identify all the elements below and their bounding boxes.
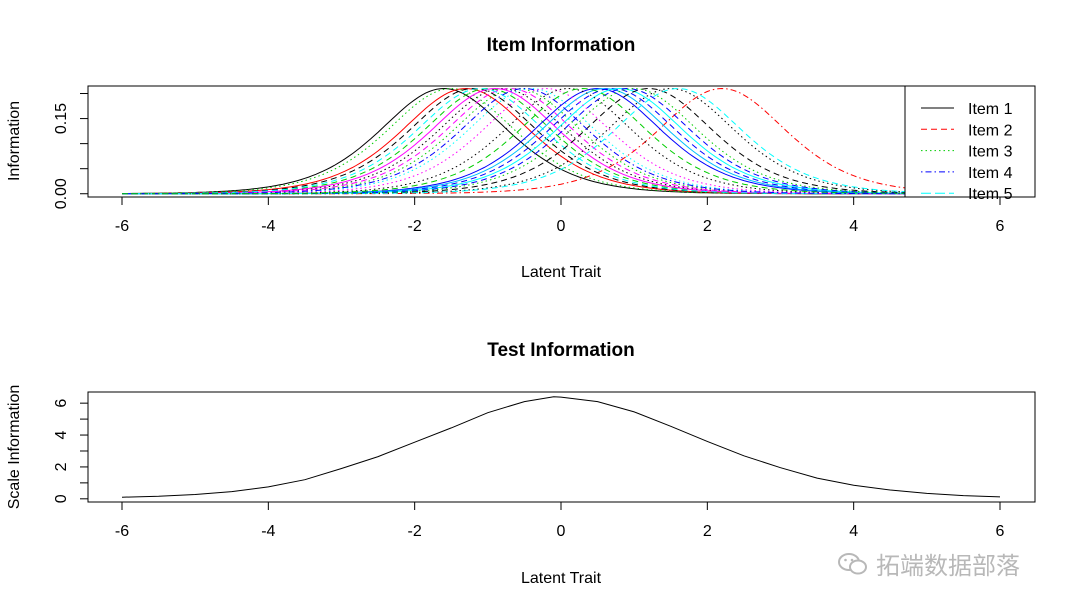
series-line	[122, 87, 905, 195]
legend-label: Item 5	[968, 186, 1013, 203]
series-line	[122, 87, 905, 195]
x-tick-label: -6	[115, 218, 129, 235]
series-line	[122, 87, 905, 195]
series-line	[122, 87, 905, 195]
x-tick-label: -2	[408, 523, 422, 540]
x-tick-label: -4	[261, 523, 275, 540]
series-line	[122, 87, 905, 195]
series-line	[122, 87, 905, 195]
chart-title: Test Information	[487, 340, 634, 361]
x-axis: -6 -4 -2 0 2 4 6	[115, 502, 1005, 540]
x-tick-label: -6	[115, 523, 129, 540]
y-tick-label: 0.00	[53, 178, 70, 209]
watermark-text: 拓端数据部落	[876, 552, 1020, 580]
x-tick-label: 0	[557, 523, 566, 540]
y-tick-label: 2	[53, 462, 70, 471]
series-line	[121, 396, 1001, 498]
series-line	[122, 87, 905, 195]
y-tick-label: 0	[53, 494, 70, 503]
series-line	[122, 87, 905, 195]
series-line	[122, 87, 905, 195]
legend-label: Item 1	[968, 101, 1013, 118]
legend-label: Item 2	[968, 122, 1013, 139]
series-line	[122, 87, 905, 195]
watermark: 拓端数据部落	[838, 546, 1020, 581]
x-axis: -6 -4 -2 0 2 4 6	[115, 197, 1005, 235]
series-line	[122, 87, 905, 195]
y-tick-label: 4	[53, 430, 70, 439]
series-group	[121, 396, 1001, 498]
series-line	[122, 87, 905, 195]
wechat-icon	[838, 552, 867, 574]
x-tick-label: 4	[849, 523, 858, 540]
x-tick-label: 4	[849, 218, 858, 235]
y-axis: 0 2 4 6	[53, 399, 88, 503]
legend-label: Item 4	[968, 165, 1013, 182]
x-axis-label: Latent Trait	[521, 264, 602, 281]
series-line	[121, 87, 905, 195]
chart-title: Item Information	[487, 35, 636, 56]
x-tick-label: -4	[261, 218, 275, 235]
x-tick-label: -2	[408, 218, 422, 235]
series-line	[122, 87, 905, 195]
series-line	[122, 87, 905, 195]
series-line	[122, 87, 905, 195]
series-line	[122, 87, 905, 195]
y-axis: 0.00 0.15	[53, 93, 88, 209]
legend-label: Item 3	[968, 144, 1013, 161]
series-line	[122, 87, 905, 195]
plot-frame	[87, 85, 1036, 198]
series-group	[121, 87, 905, 195]
y-tick-label: 0.15	[53, 103, 70, 134]
x-tick-label: 2	[703, 218, 712, 235]
series-line	[122, 87, 905, 195]
series-line	[122, 87, 905, 195]
x-tick-label: 6	[996, 218, 1005, 235]
item-information-panel: Item Information -6 -4 -2 0 2 4 6 0.00 0.15 Lat…	[6, 35, 1036, 281]
x-tick-label: 2	[703, 523, 712, 540]
x-axis-label: Latent Trait	[521, 570, 602, 587]
x-tick-label: 0	[557, 218, 566, 235]
series-line	[122, 87, 905, 195]
series-line	[122, 87, 905, 195]
plot-frame	[87, 391, 1036, 503]
test-information-panel: Test Information -6 -4 -2 0 2 4 6 0 2 4 6 Latent …	[6, 340, 1036, 587]
x-tick-label: 6	[996, 523, 1005, 540]
y-axis-label: Information	[6, 101, 23, 181]
series-line	[122, 87, 905, 195]
y-axis-label: Scale Information	[6, 385, 23, 510]
series-line	[122, 87, 905, 195]
y-tick-label: 6	[53, 399, 70, 408]
legend: Item 1 Item 2 Item 3 Item 4 Item 5	[904, 86, 1013, 203]
series-line	[122, 87, 905, 195]
